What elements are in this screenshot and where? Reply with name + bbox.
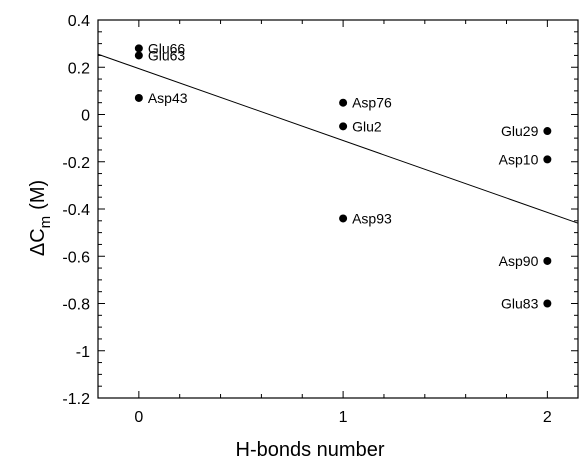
data-point <box>543 256 552 265</box>
y-tick-label: -0.6 <box>62 249 90 266</box>
point-label: Glu63 <box>148 47 186 63</box>
point-label: Asp93 <box>352 210 392 226</box>
axis-ticks <box>97 19 578 399</box>
point-label: Asp76 <box>352 95 392 111</box>
point-label: Asp43 <box>148 90 188 106</box>
y-axis-title: ΔCm (M) <box>27 180 54 256</box>
point-label: Glu83 <box>501 296 539 312</box>
point-label: Glu66 <box>148 40 186 56</box>
y-tick-label: -1 <box>76 344 90 361</box>
y-tick-label: 0.4 <box>68 13 90 30</box>
data-point <box>543 155 552 164</box>
x-axis-title: H-bonds number <box>236 439 385 461</box>
data-point <box>339 98 348 107</box>
y-tick-label: 0.2 <box>68 60 90 77</box>
x-tick-label: 2 <box>543 409 552 426</box>
point-label: Asp10 <box>499 151 539 167</box>
data-point <box>134 93 143 102</box>
data-point <box>134 44 143 53</box>
y-axis-title-subscript: m <box>37 216 54 229</box>
y-tick-label: -0.8 <box>62 297 90 314</box>
data-point <box>543 299 552 308</box>
y-axis-title-main: ΔC <box>27 228 49 256</box>
point-label: Glu29 <box>501 123 539 139</box>
x-tick-label: 1 <box>339 409 348 426</box>
data-point <box>543 127 552 136</box>
y-tick-label: -0.2 <box>62 155 90 172</box>
y-axis-title-unit: (M) <box>27 180 49 210</box>
y-tick-label: -1.2 <box>62 391 90 408</box>
point-label: Asp90 <box>499 253 539 269</box>
regression-line <box>97 53 579 224</box>
plot-frame <box>97 19 579 399</box>
tick-labels: 0.4 0.2 0 -0.2 -0.4 -0.6 -0.8 -1 -1.2 0 1 2 <box>62 13 551 426</box>
data-point <box>339 214 348 223</box>
x-tick-label: 0 <box>134 409 143 426</box>
point-label: Glu2 <box>352 118 382 134</box>
data-point <box>339 122 348 131</box>
y-tick-label: -0.4 <box>62 202 90 219</box>
data-point <box>134 51 143 60</box>
y-tick-label: 0 <box>81 108 90 125</box>
